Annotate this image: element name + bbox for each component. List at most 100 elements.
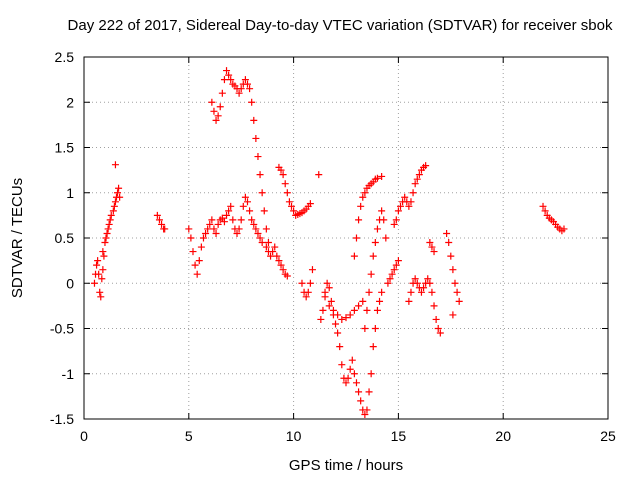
data-point <box>359 193 367 201</box>
data-point <box>447 252 455 260</box>
data-point <box>158 220 166 228</box>
data-point <box>373 174 381 182</box>
series-arc1 <box>90 252 108 301</box>
series-arc16 <box>390 162 430 228</box>
data-point <box>237 216 245 224</box>
data-point <box>258 239 266 247</box>
data-point <box>216 103 224 111</box>
data-point <box>378 288 386 296</box>
data-point <box>367 370 375 378</box>
data-point <box>348 356 356 364</box>
data-point <box>243 198 251 206</box>
data-point <box>115 184 123 192</box>
x-tick-label: 5 <box>185 428 193 444</box>
data-point <box>99 248 107 256</box>
data-point <box>218 214 226 222</box>
data-point <box>422 162 430 170</box>
data-point <box>223 67 231 75</box>
data-point <box>306 200 314 208</box>
data-point <box>199 234 207 242</box>
y-tick-label: -1.5 <box>50 411 74 427</box>
data-point <box>363 306 371 314</box>
data-point <box>327 297 335 305</box>
data-point <box>283 189 291 197</box>
data-point <box>214 220 222 228</box>
x-tick-label: 20 <box>495 428 511 444</box>
data-point <box>98 275 106 283</box>
data-point <box>394 207 402 215</box>
data-point <box>235 89 243 97</box>
data-point <box>332 320 340 328</box>
data-point <box>325 284 333 292</box>
data-point <box>227 202 235 210</box>
data-point <box>208 98 216 106</box>
data-point <box>229 216 237 224</box>
data-point <box>434 325 442 332</box>
data-point <box>352 234 360 242</box>
chart-title: Day 222 of 2017, Sidereal Day-to-day VTE… <box>68 17 613 34</box>
data-point <box>415 171 423 179</box>
data-point <box>114 189 122 197</box>
data-point <box>195 257 203 265</box>
data-point <box>315 171 323 179</box>
data-point <box>189 248 197 256</box>
data-point <box>352 379 360 387</box>
data-point <box>378 172 386 180</box>
data-point <box>409 189 417 197</box>
data-point <box>193 270 201 278</box>
data-point <box>428 288 436 296</box>
data-point <box>373 225 381 233</box>
data-point <box>97 293 105 301</box>
series-arc14 <box>361 207 390 332</box>
data-point <box>220 218 228 226</box>
data-point <box>279 171 287 179</box>
data-point <box>321 293 329 301</box>
data-point <box>239 202 247 210</box>
data-point <box>237 85 245 93</box>
data-point <box>455 297 463 305</box>
data-point <box>355 302 363 310</box>
data-point <box>197 243 205 251</box>
data-point <box>338 315 346 323</box>
plot-frame <box>83 56 609 420</box>
data-point <box>357 202 365 210</box>
data-point <box>344 374 352 382</box>
data-point <box>250 116 258 124</box>
data-point <box>225 207 233 215</box>
data-point <box>246 207 254 215</box>
x-axis-label: GPS time / hours <box>289 457 403 474</box>
data-point <box>365 388 373 396</box>
data-point <box>107 211 115 219</box>
series-arc18 <box>426 239 444 337</box>
data-point <box>254 153 262 161</box>
data-point <box>361 410 369 418</box>
data-point <box>396 202 404 210</box>
data-point <box>329 306 337 314</box>
series-arc7 <box>262 243 291 280</box>
x-tick-label: 25 <box>600 428 616 444</box>
data-point <box>210 225 218 233</box>
data-point <box>430 248 438 256</box>
data-point <box>99 266 107 274</box>
data-point <box>392 216 400 224</box>
data-point <box>407 198 415 206</box>
data-point <box>390 266 398 274</box>
data-point <box>424 275 432 283</box>
data-point <box>96 288 104 296</box>
series-arc13 <box>350 172 386 260</box>
data-point <box>243 80 251 88</box>
data-point <box>288 202 296 210</box>
data-point <box>153 211 161 219</box>
data-point <box>417 288 425 296</box>
data-point <box>204 225 212 233</box>
data-point <box>250 220 258 228</box>
data-point <box>93 261 101 269</box>
data-point <box>376 297 384 305</box>
data-point <box>346 311 354 319</box>
series-arc8 <box>275 163 323 219</box>
data-point <box>386 275 394 283</box>
data-point <box>212 229 220 237</box>
data-point <box>361 325 369 332</box>
data-point <box>264 239 272 247</box>
data-point <box>101 239 109 247</box>
